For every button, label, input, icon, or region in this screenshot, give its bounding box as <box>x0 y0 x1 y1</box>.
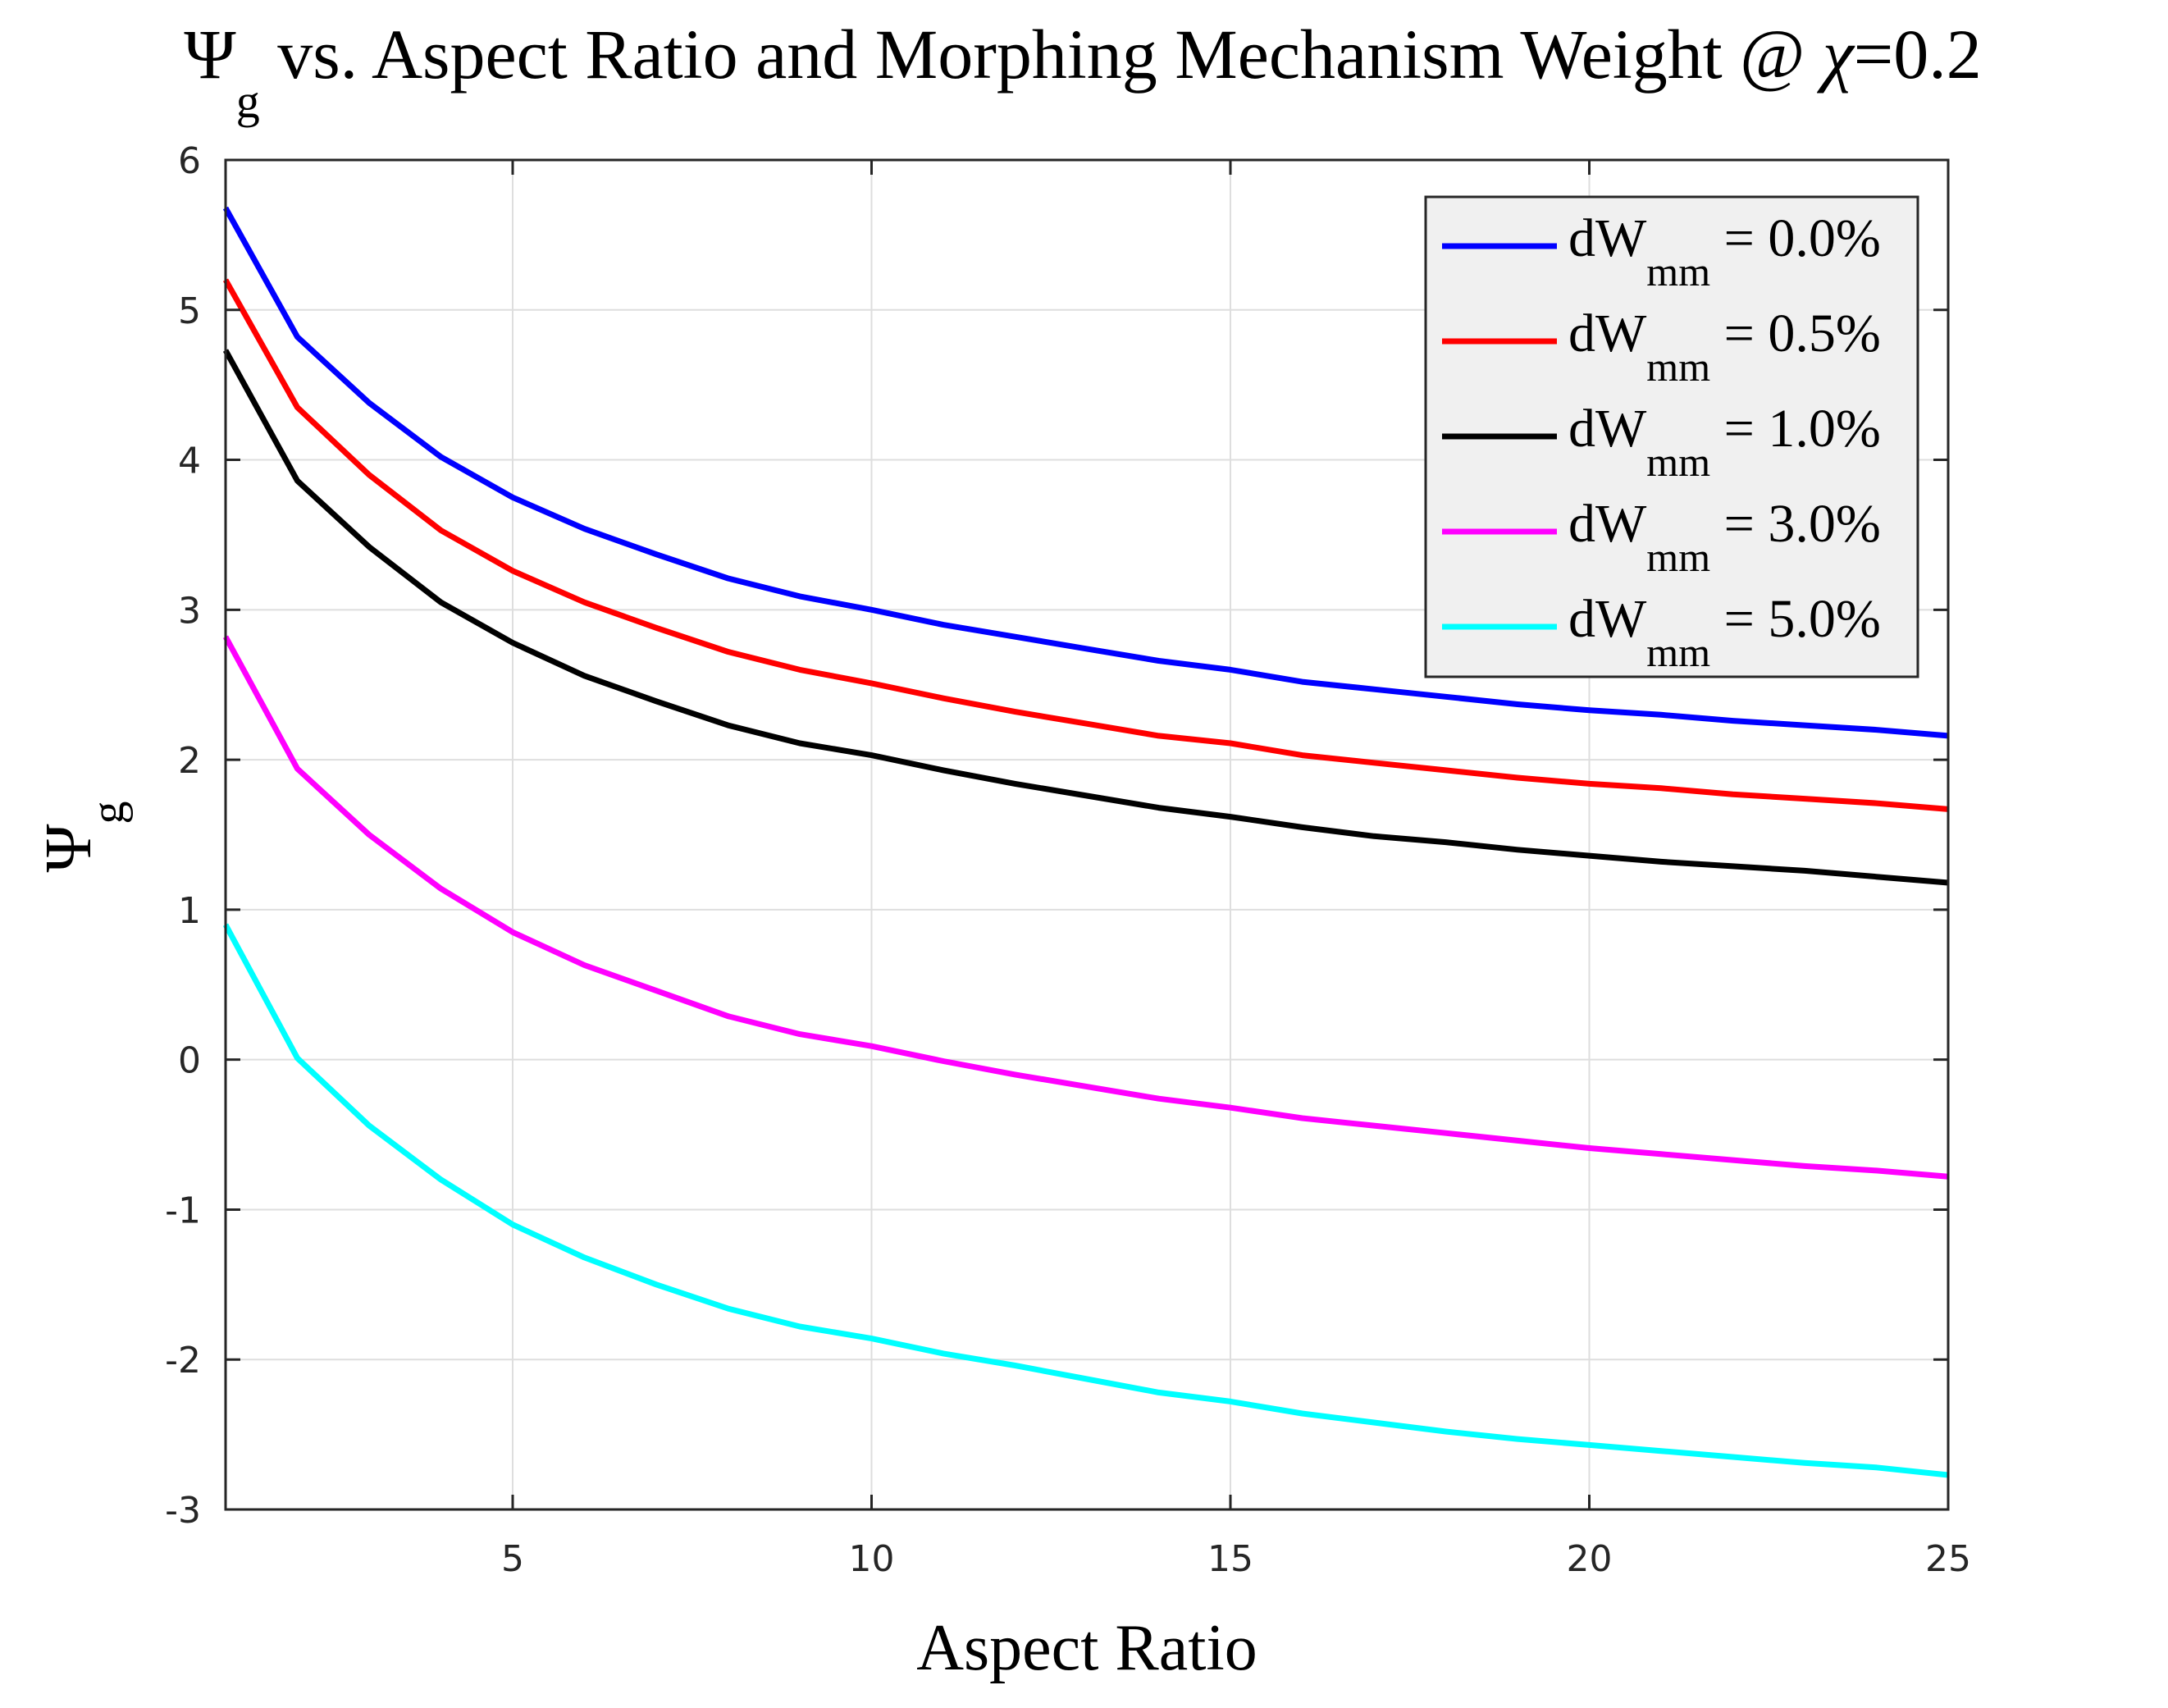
legend-label-1: dWmm = 0.5% <box>1568 304 1881 390</box>
x-axis-label: Aspect Ratio <box>916 1612 1257 1684</box>
legend-label-prefix: dW <box>1568 399 1647 459</box>
chart-title: Ψg vs. Aspect Ratio and Morphing Mechani… <box>184 15 1981 128</box>
series-lines <box>222 206 1949 1478</box>
series-line-1 <box>222 278 1949 812</box>
legend-label-prefix: dW <box>1568 589 1647 649</box>
legend: dWmm = 0.0%dWmm = 0.5%dWmm = 1.0%dWmm = … <box>1424 195 1919 678</box>
title-symbol: Ψ <box>184 15 236 94</box>
legend-label-0: dWmm = 0.0% <box>1568 208 1881 295</box>
y-tick-label: 5 <box>178 290 201 332</box>
tick-marks <box>226 158 1950 1511</box>
legend-label-4: dWmm = 5.0% <box>1568 589 1881 675</box>
x-tick-label: 20 <box>1567 1538 1613 1580</box>
legend-label-subscript: mm <box>1646 344 1710 390</box>
y-tick-label: -1 <box>165 1190 201 1231</box>
y-tick-labels: -3 -2 -1 0 1 2 3 4 5 6 <box>165 140 201 1532</box>
title-chi: χ <box>1817 15 1855 94</box>
legend-label-suffix: = 0.5% <box>1710 304 1881 363</box>
legend-label-subscript: mm <box>1646 439 1710 485</box>
legend-label-3: dWmm = 3.0% <box>1568 494 1881 580</box>
legend-label-prefix: dW <box>1568 494 1647 554</box>
legend-label-subscript: mm <box>1646 534 1710 580</box>
y-tick-label: 4 <box>178 441 201 482</box>
y-tick-label: 1 <box>178 890 201 932</box>
x-tick-labels: 5 10 15 20 25 <box>501 1538 1971 1580</box>
x-tick-label: 10 <box>849 1538 895 1580</box>
y-tick-label: 6 <box>178 140 201 182</box>
legend-label-suffix: = 3.0% <box>1710 494 1881 554</box>
series-line-3 <box>222 635 1949 1180</box>
series-line-0 <box>222 206 1949 739</box>
title-symbol-subscript: g <box>236 75 260 128</box>
x-tick-label: 15 <box>1207 1538 1253 1580</box>
title-suffix: =0.2 <box>1854 15 1982 94</box>
series-line-2 <box>222 349 1949 886</box>
y-tick-label: 3 <box>178 590 201 632</box>
plot-frame <box>224 158 1950 1511</box>
legend-label-suffix: = 5.0% <box>1710 589 1881 649</box>
y-tick-label: 2 <box>178 740 201 782</box>
y-tick-label: -3 <box>165 1490 201 1532</box>
y-axis-label: Ψg <box>33 801 134 872</box>
legend-label-subscript: mm <box>1646 249 1710 295</box>
x-tick-label: 25 <box>1925 1538 1971 1580</box>
legend-label-2: dWmm = 1.0% <box>1568 399 1881 485</box>
series-line-4 <box>222 923 1949 1478</box>
y-axis-label-symbol: Ψ <box>33 824 105 872</box>
title-text: vs. Aspect Ratio and Morphing Mechanism … <box>260 15 1823 94</box>
legend-label-suffix: = 1.0% <box>1710 399 1881 459</box>
y-tick-label: 0 <box>178 1040 201 1082</box>
legend-label-prefix: dW <box>1568 304 1647 363</box>
legend-label-prefix: dW <box>1568 208 1647 268</box>
x-tick-label: 5 <box>501 1538 524 1580</box>
y-tick-label: -2 <box>165 1340 201 1381</box>
legend-label-subscript: mm <box>1646 629 1710 675</box>
legend-label-suffix: = 0.0% <box>1710 208 1881 268</box>
y-axis-label-subscript: g <box>83 801 134 824</box>
